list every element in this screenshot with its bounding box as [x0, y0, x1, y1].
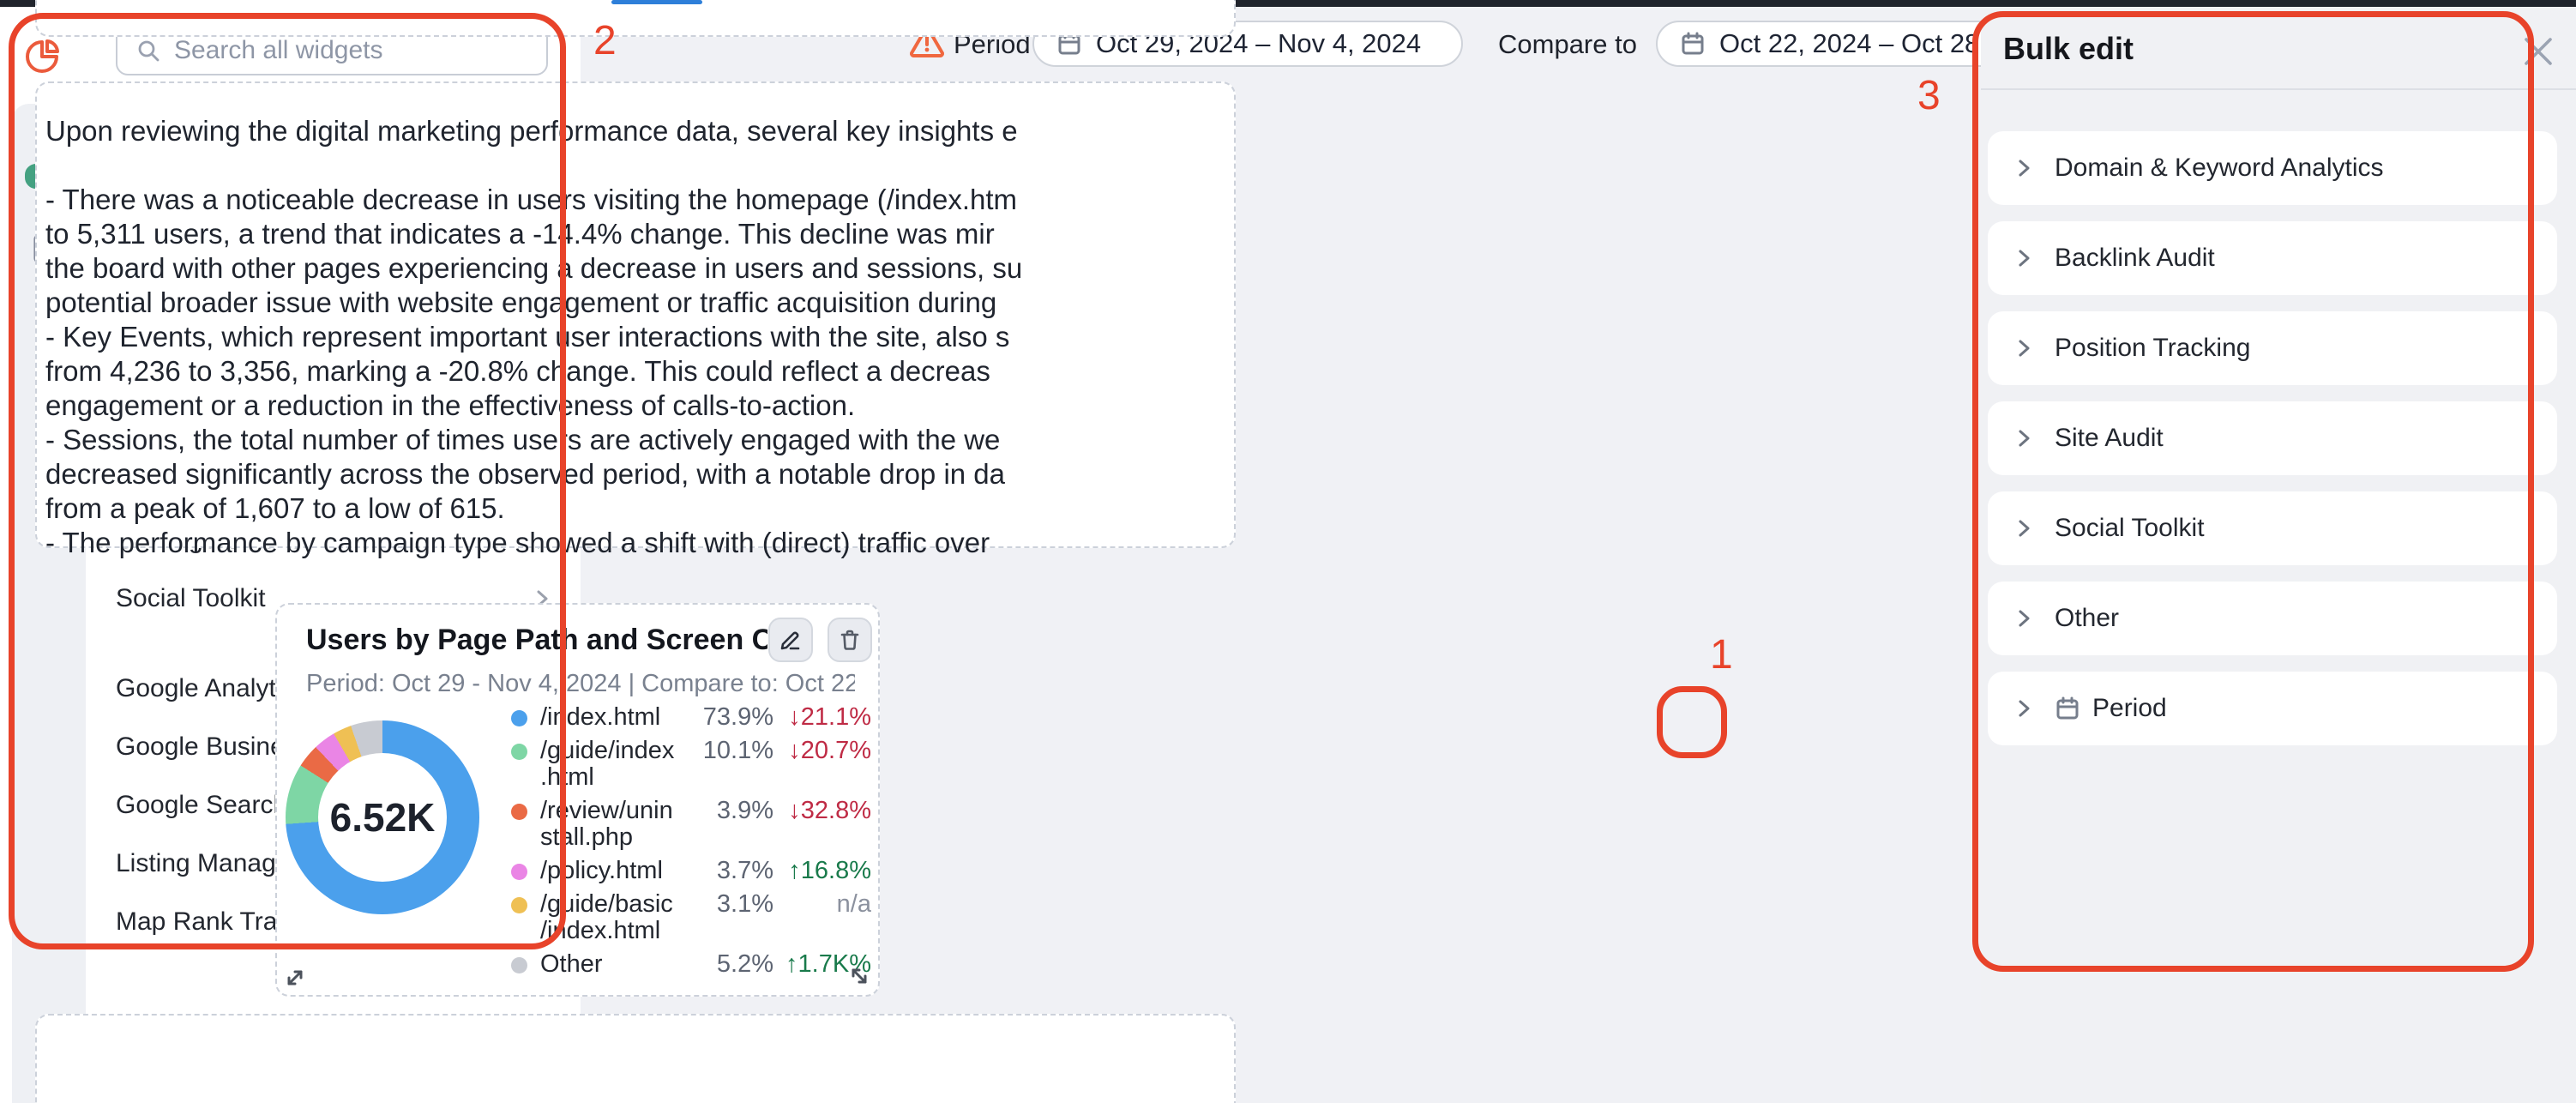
legend-label: /policy.html	[540, 857, 663, 884]
bulk-section-label: Site Audit	[2055, 424, 2164, 452]
bulk-section-label: Other	[2055, 604, 2120, 632]
legend-row: /index.html 73.9% ↓21.1%	[511, 704, 875, 731]
legend-percent: 3.9%	[716, 797, 773, 824]
resize-handle-sw-icon[interactable]	[282, 965, 308, 991]
paragraph-line: from a peak of 1,607 to a low of 615.	[45, 492, 505, 524]
paragraph-line: from 4,236 to 3,356, marking a -20.8% ch…	[45, 355, 990, 387]
chart-widget-subtitle: Period: Oct 29 - Nov 4, 2024 | Compare t…	[306, 670, 855, 697]
legend-dot	[511, 744, 527, 760]
donut-total-value: 6.52K	[329, 795, 436, 840]
compare-to-label: Compare to	[1498, 29, 1637, 59]
bulk-section-label: Position Tracking	[2055, 334, 2251, 362]
legend-change: ↑16.8%	[788, 857, 871, 884]
search-input[interactable]	[172, 35, 502, 66]
text-summary-widget[interactable]: Upon reviewing the digital marketing per…	[35, 81, 1236, 558]
legend-dot	[511, 804, 527, 820]
donut-hole: 6.52K	[318, 753, 447, 882]
bulk-header-divider	[1981, 88, 2576, 90]
bulk-section-label: Domain & Keyword Analytics	[2055, 154, 2384, 182]
legend-label: Other	[540, 950, 603, 978]
legend-percent: 5.2%	[716, 950, 773, 978]
legend-label: /guide/basic /index.html	[540, 890, 673, 944]
pencil-icon	[780, 631, 800, 650]
legend-percent: 10.1%	[702, 737, 773, 764]
chevron-right-icon	[2019, 160, 2030, 177]
bulk-section-row[interactable]: Other	[1988, 582, 2557, 655]
partial-widget-above[interactable]	[35, 0, 1236, 37]
legend-percent: 3.7%	[716, 857, 773, 884]
summary-paragraph: Upon reviewing the digital marketing per…	[45, 114, 1234, 560]
bulk-section-label: Period	[2092, 694, 2167, 722]
paragraph-line: potential broader issue with website eng…	[45, 286, 997, 318]
legend-dot	[511, 710, 527, 726]
legend-row: /policy.html 3.7% ↑16.8%	[511, 858, 875, 884]
partial-widget-below[interactable]	[35, 1014, 1236, 1103]
bulk-section-row[interactable]: Position Tracking	[1988, 311, 2557, 385]
bulk-section-row[interactable]: Site Audit	[1988, 401, 2557, 475]
bulk-section-row[interactable]: Domain & Keyword Analytics	[1988, 131, 2557, 205]
sidebar-widget-item[interactable]: Social Toolkit ★	[86, 570, 581, 628]
chevron-right-icon	[2019, 340, 2030, 357]
paragraph-line: - Key Events, which represent important …	[45, 321, 1010, 353]
paragraph-line: - The performance by campaign type showe…	[45, 527, 990, 558]
legend-dot	[511, 957, 527, 973]
legend-change: ↓20.7%	[788, 737, 871, 764]
chart-legend: /index.html 73.9% ↓21.1% /guide/index .h…	[511, 704, 875, 978]
trash-icon	[840, 630, 859, 650]
paragraph-line: to 5,311 users, a trend that indicates a…	[45, 218, 995, 250]
legend-row: /guide/index .html 10.1% ↓20.7%	[511, 738, 875, 791]
paragraph-line: - There was a noticeable decrease in use…	[45, 184, 1018, 215]
delete-widget-button[interactable]	[828, 618, 872, 662]
chart-widget-title: Users by Page Path and Screen Clas	[306, 624, 767, 656]
window-top-strip	[0, 0, 2576, 7]
paragraph-line: Upon reviewing the digital marketing per…	[45, 115, 1018, 147]
legend-change: ↓32.8%	[788, 797, 871, 824]
chevron-right-icon	[2019, 520, 2030, 537]
calendar-icon	[2056, 696, 2079, 720]
legend-label: /index.html	[540, 703, 661, 731]
close-icon[interactable]	[2519, 33, 2557, 70]
legend-percent: 73.9%	[702, 703, 773, 731]
bulk-edit-panel: Bulk edit Domain & Keyword Analytics Bac…	[1981, 7, 2576, 1103]
edit-widget-button[interactable]	[768, 618, 813, 662]
chevron-right-icon	[2019, 610, 2030, 627]
resize-handle-se-icon[interactable]	[846, 963, 872, 989]
legend-label: /guide/index .html	[540, 737, 675, 791]
chevron-right-icon	[2019, 250, 2030, 267]
legend-row: /guide/basic /index.html 3.1% n/a	[511, 891, 875, 944]
paragraph-line: - Sessions, the total number of times us…	[45, 424, 1001, 455]
bulk-section-row[interactable]: Period	[1988, 672, 2557, 745]
legend-dot	[511, 897, 527, 913]
calendar-icon	[1682, 32, 1704, 55]
blue-indicator-line	[611, 0, 702, 4]
chevron-right-icon	[2019, 430, 2030, 447]
bulk-section-label: Backlink Audit	[2055, 244, 2215, 272]
legend-row: /review/unin stall.php 3.9% ↓32.8%	[511, 798, 875, 851]
legend-label: /review/unin stall.php	[540, 797, 673, 851]
legend-change: n/a	[836, 890, 871, 918]
paragraph-line	[45, 148, 1234, 183]
paragraph-line: engagement or a reduction in the effecti…	[45, 389, 856, 421]
bulk-section-row[interactable]: Backlink Audit	[1988, 221, 2557, 295]
sidebar-item-label: Social Toolkit	[116, 584, 266, 612]
donut-chart: 6.52K	[286, 720, 479, 914]
bulk-section-label: Social Toolkit	[2055, 514, 2205, 542]
paragraph-line: the board with other pages experiencing …	[45, 252, 1023, 284]
chevron-right-icon	[2019, 700, 2030, 717]
legend-dot	[511, 864, 527, 880]
chart-widget[interactable]: Users by Page Path and Screen Clas Perio…	[275, 603, 880, 997]
legend-percent: 3.1%	[716, 890, 773, 918]
bulk-edit-title: Bulk edit	[2003, 31, 2134, 66]
paragraph-line: decreased significantly across the obser…	[45, 458, 1006, 490]
app-logo-pie-icon[interactable]	[21, 34, 62, 75]
bulk-section-list: Domain & Keyword Analytics Backlink Audi…	[1988, 131, 2557, 762]
compare-date-range: Oct 22, 2024 – Oct 28	[1719, 28, 1980, 58]
bulk-section-row[interactable]: Social Toolkit	[1988, 491, 2557, 565]
legend-change: ↓21.1%	[788, 703, 871, 731]
legend-row: Other 5.2% ↑1.7K%	[511, 951, 875, 978]
search-icon	[138, 40, 159, 62]
warning-icon	[909, 25, 945, 57]
